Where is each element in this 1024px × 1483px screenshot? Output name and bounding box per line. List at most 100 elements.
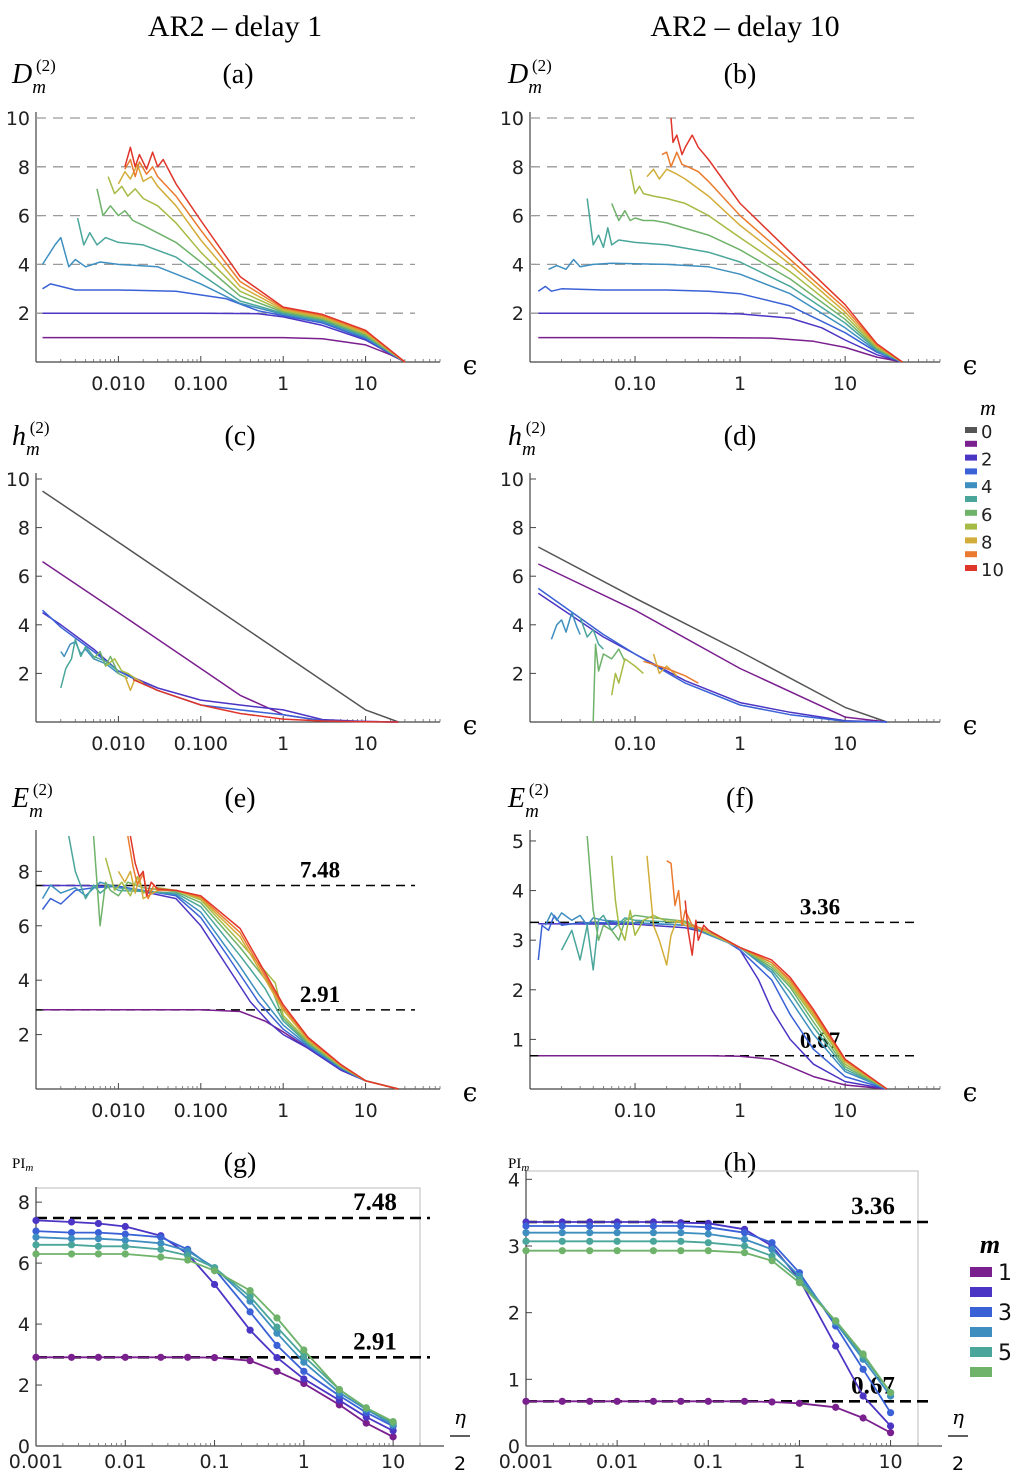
legend-swatch-m8 bbox=[965, 537, 977, 544]
series-line-m2 bbox=[537, 592, 887, 723]
x-tick-label: 10 bbox=[833, 373, 857, 395]
x-tick-label: 1 bbox=[277, 1100, 289, 1122]
x-axis-label: ϵ bbox=[463, 351, 478, 381]
y-tick-label: 4 bbox=[18, 254, 30, 276]
column-title-right: AR2 – delay 10 bbox=[650, 10, 840, 43]
y-tick-label: 4 bbox=[512, 881, 524, 903]
reference-line-label: 3.36 bbox=[800, 894, 840, 919]
y-tick-label: 8 bbox=[18, 861, 30, 883]
data-point-m1 bbox=[859, 1414, 867, 1422]
data-point-m2 bbox=[300, 1375, 308, 1383]
series-line-m4 bbox=[548, 258, 903, 363]
data-point-m3 bbox=[273, 1341, 281, 1350]
y-tick-label: 3 bbox=[508, 1236, 520, 1258]
x-axis-label: ϵ bbox=[963, 1078, 978, 1108]
series-line-m7 bbox=[105, 658, 136, 679]
data-point-m6 bbox=[389, 1418, 397, 1426]
legend-swatch-m3 bbox=[965, 468, 977, 475]
x-tick-label: 1 bbox=[734, 733, 746, 755]
series-line-m8 bbox=[646, 855, 888, 1090]
legend-swatch-m5 bbox=[970, 1347, 992, 1357]
y-tick-label: 10 bbox=[500, 469, 524, 491]
data-point-m4 bbox=[157, 1239, 165, 1247]
panel-label: (h) bbox=[724, 1148, 757, 1179]
series-line-m8 bbox=[117, 163, 406, 363]
series-line-m9 bbox=[127, 835, 399, 1090]
data-point-m3 bbox=[859, 1365, 867, 1373]
x-tick-label: 0.1 bbox=[199, 1451, 229, 1473]
data-point-m4 bbox=[32, 1233, 40, 1241]
y-tick-label: 8 bbox=[18, 157, 30, 179]
panel-label: (d) bbox=[724, 421, 757, 452]
data-point-m3 bbox=[300, 1367, 308, 1375]
data-point-m4 bbox=[704, 1230, 712, 1238]
series-line-m2 bbox=[42, 312, 406, 363]
data-point-m6 bbox=[184, 1256, 192, 1264]
data-point-m3 bbox=[704, 1223, 712, 1231]
series-line-m3 bbox=[537, 587, 887, 723]
x-axis-label-denominator: 2 bbox=[454, 1453, 466, 1475]
legend-label: 6 bbox=[981, 505, 992, 526]
data-point-m3 bbox=[586, 1222, 594, 1230]
y-axis-label: hm(2) bbox=[508, 418, 546, 460]
series-line-m7 bbox=[107, 176, 406, 363]
series-line-m9 bbox=[124, 158, 406, 363]
series-line-m9 bbox=[643, 660, 699, 684]
reference-line-label: 2.91 bbox=[300, 982, 340, 1007]
y-tick-label: 2 bbox=[512, 303, 524, 325]
y-tick-label: 1 bbox=[508, 1369, 520, 1391]
legend-swatch-m3 bbox=[970, 1307, 992, 1317]
legend-label: 8 bbox=[981, 532, 992, 553]
x-tick-label: 0.10 bbox=[614, 1100, 656, 1122]
series-line-m2 bbox=[538, 312, 903, 363]
data-point-m6 bbox=[859, 1350, 867, 1358]
x-tick-label: 0.010 bbox=[91, 1100, 145, 1122]
x-tick-label: 0.100 bbox=[174, 733, 228, 755]
data-point-m3 bbox=[677, 1222, 685, 1230]
series-line-m7 bbox=[610, 658, 644, 696]
data-point-m1 bbox=[362, 1419, 370, 1427]
series-line-m10 bbox=[684, 900, 888, 1090]
y-tick-label: 2 bbox=[512, 663, 524, 685]
x-axis-label-eta: η bbox=[454, 1405, 466, 1429]
data-point-m4 bbox=[522, 1229, 530, 1237]
data-point-m4 bbox=[273, 1329, 281, 1337]
panel-a: (a) Dm(2) 2 4 6 8 10 0.010 0.100 1 10 ϵ bbox=[6, 56, 477, 395]
series-line-m10 bbox=[132, 678, 399, 723]
panel-label: (f) bbox=[726, 783, 754, 814]
y-tick-label: 2 bbox=[18, 663, 30, 685]
data-point-m6 bbox=[768, 1257, 776, 1265]
series-line-m1 bbox=[537, 563, 887, 723]
legend-swatch-m1 bbox=[970, 1267, 992, 1277]
legend-swatch-m10 bbox=[965, 565, 977, 571]
legend-title: m bbox=[980, 1230, 1000, 1259]
data-point-m3 bbox=[740, 1229, 749, 1237]
legend-top: m0 2 4 6 8 10 bbox=[965, 395, 1004, 581]
y-tick-label: 2 bbox=[18, 303, 30, 325]
data-point-m3 bbox=[886, 1409, 895, 1417]
series-line-m7 bbox=[629, 169, 903, 363]
data-point-m4 bbox=[586, 1229, 594, 1237]
x-tick-label: 1 bbox=[734, 373, 746, 395]
data-point-m5 bbox=[246, 1293, 254, 1301]
data-point-m1 bbox=[67, 1353, 76, 1361]
series-line-m0 bbox=[537, 546, 888, 723]
y-axis-label: Em(2) bbox=[507, 780, 549, 822]
y-tick-label: 10 bbox=[6, 108, 30, 130]
series-line-m6 bbox=[611, 203, 903, 363]
data-point-m1 bbox=[389, 1433, 397, 1441]
legend-bottom: m1 3 5 bbox=[970, 1230, 1012, 1377]
x-tick-label: 1 bbox=[277, 733, 289, 755]
data-point-m1 bbox=[522, 1397, 530, 1405]
series-line-m4 bbox=[41, 881, 399, 1090]
y-tick-label: 8 bbox=[512, 518, 524, 540]
data-point-m2 bbox=[273, 1354, 281, 1362]
y-tick-label: 3 bbox=[512, 930, 524, 952]
data-point-m5 bbox=[32, 1241, 40, 1249]
x-tick-label: 0.001 bbox=[499, 1451, 553, 1473]
series-line-m3 bbox=[42, 283, 406, 363]
series-line-m9 bbox=[661, 151, 903, 363]
